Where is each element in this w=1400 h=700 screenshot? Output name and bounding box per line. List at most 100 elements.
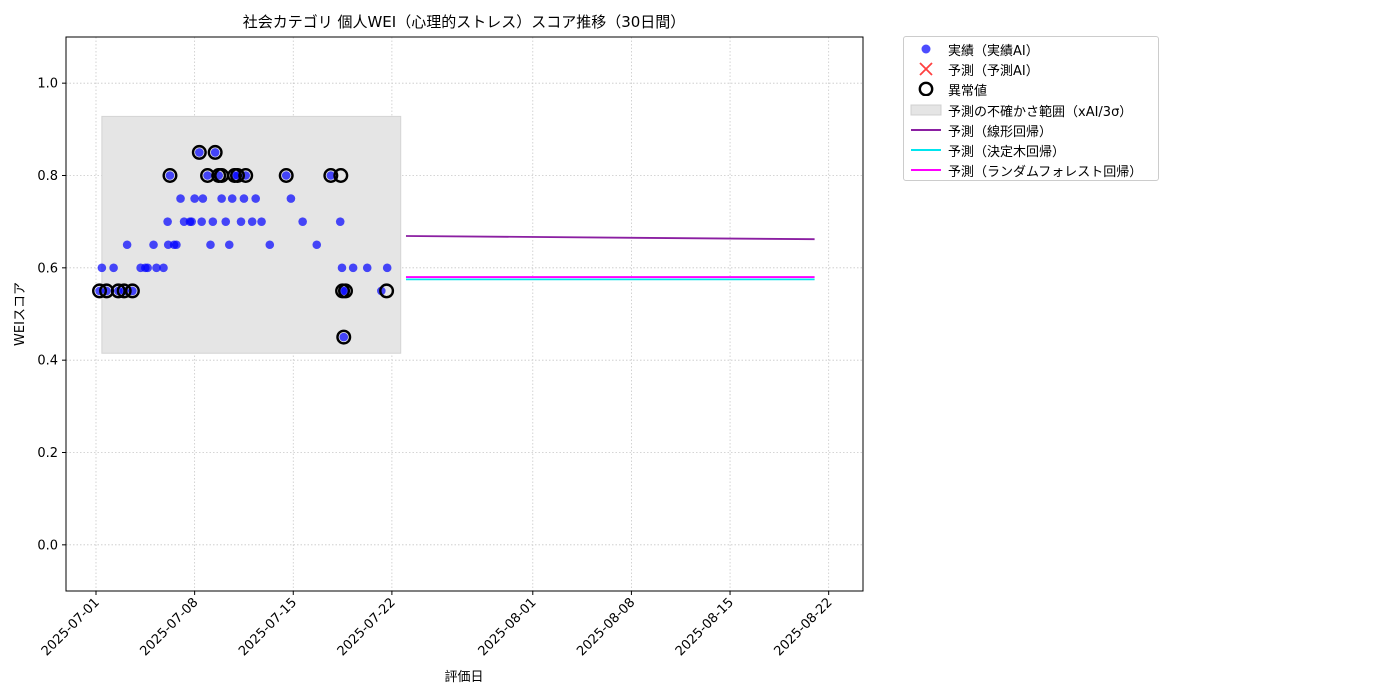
data-point xyxy=(362,263,372,273)
data-point xyxy=(298,217,307,226)
legend-label: 予測（線形回帰） xyxy=(948,125,1053,140)
data-point xyxy=(197,217,206,226)
gray-band-icon xyxy=(910,104,942,116)
legend-item-linear: 予測（線形回帰） xyxy=(904,119,1158,140)
x-tick-label: 2025-07-15 xyxy=(236,595,300,659)
cyan-line-icon xyxy=(911,149,941,151)
data-point xyxy=(159,263,168,273)
outlier-marker xyxy=(379,283,395,299)
data-point xyxy=(203,171,212,180)
x-tick-label: 2025-08-01 xyxy=(476,595,540,659)
data-point xyxy=(339,332,349,342)
legend-label: 予測（決定木回帰） xyxy=(948,145,1066,160)
y-axis-ticks: 0.0 0.2 0.4 0.6 0.8 1.0 xyxy=(37,77,66,553)
plot-frame xyxy=(65,36,864,592)
data-point xyxy=(337,263,347,273)
outlier-marker xyxy=(278,167,294,183)
x-tick-label: 2025-08-22 xyxy=(771,595,835,659)
outlier-marker xyxy=(229,167,245,183)
data-point xyxy=(176,194,185,203)
y-axis-label: WEIスコア xyxy=(13,282,28,346)
data-point xyxy=(217,194,226,203)
purple-line-icon xyxy=(911,129,941,131)
outlier-marker xyxy=(162,167,178,183)
outlier-marker xyxy=(336,329,352,345)
outlier-marker xyxy=(116,283,132,299)
uncertainty-band-rect xyxy=(101,115,402,354)
legend-item-uncertainty: 予測の不確かさ範囲（xAI/3σ） xyxy=(904,99,1158,120)
legend-item-random-forest: 予測（ランダムフォレスト回帰） xyxy=(904,159,1158,180)
x-tick-label: 2025-08-08 xyxy=(574,595,638,659)
magenta-line-icon xyxy=(911,169,941,171)
axes xyxy=(65,36,864,592)
data-point xyxy=(210,148,220,157)
forecast-line xyxy=(405,235,815,241)
red-cross-icon xyxy=(919,62,933,76)
legend-item-actual: 実績（実績AI） xyxy=(904,38,1158,59)
legend-label: 異常値 xyxy=(948,84,988,99)
data-point xyxy=(281,171,291,180)
forecast-lines xyxy=(405,235,815,281)
data-point xyxy=(286,194,296,203)
data-point xyxy=(247,217,257,226)
data-point xyxy=(221,217,231,226)
data-point xyxy=(224,240,234,250)
outlier-marker xyxy=(338,283,354,299)
legend-label: 予測（ランダムフォレスト回帰） xyxy=(948,165,1143,180)
legend-label: 予測（予測AI） xyxy=(948,64,1039,79)
y-tick-label: 0.8 xyxy=(37,169,58,184)
data-point xyxy=(326,171,336,180)
data-point xyxy=(257,217,266,226)
legend-item-prediction-ai: 予測（予測AI） xyxy=(904,58,1158,79)
x-axis-ticks: 2025-07-01 2025-07-08 2025-07-15 2025-07-22… xyxy=(39,591,836,659)
data-point xyxy=(122,240,132,250)
outlier-marker xyxy=(323,167,339,183)
x-axis-label: 評価日 xyxy=(444,670,483,685)
data-point xyxy=(198,194,208,203)
data-point xyxy=(239,194,249,203)
data-point xyxy=(195,148,204,157)
outlier-marker xyxy=(333,167,349,183)
data-point xyxy=(152,263,161,273)
legend-item-decision-tree: 予測（決定木回帰） xyxy=(904,139,1158,160)
legend-label: 実績（実績AI） xyxy=(948,44,1039,59)
outlier-marker xyxy=(191,144,207,160)
data-point xyxy=(348,263,358,273)
data-point xyxy=(172,240,181,250)
x-tick-label: 2025-07-08 xyxy=(137,595,201,659)
y-tick-label: 0.4 xyxy=(37,354,58,369)
data-point xyxy=(143,263,152,273)
data-point xyxy=(236,217,246,226)
outlier-marker xyxy=(200,167,216,183)
data-point xyxy=(382,263,392,273)
data-point xyxy=(251,194,260,203)
x-tick-label: 2025-08-15 xyxy=(673,595,737,659)
data-point xyxy=(208,217,218,226)
data-point xyxy=(109,263,118,273)
outlier-markers xyxy=(92,144,395,345)
data-point xyxy=(265,240,275,250)
outlier-marker xyxy=(110,283,126,299)
data-point xyxy=(165,171,175,180)
x-tick-label: 2025-07-01 xyxy=(39,595,103,659)
outlier-marker xyxy=(124,283,140,299)
legend-label: 予測の不確かさ範囲（xAI/3σ） xyxy=(948,105,1133,120)
black-ring-icon xyxy=(918,81,934,96)
x-tick-label: 2025-07-22 xyxy=(335,595,399,659)
blue-dot-icon xyxy=(921,44,931,54)
outlier-marker xyxy=(238,167,254,183)
chart-title: 社会カテゴリ 個人WEI（心理的ストレス）スコア推移（30日間） xyxy=(243,13,686,31)
y-tick-label: 1.0 xyxy=(37,77,58,92)
data-point xyxy=(335,217,345,226)
data-point xyxy=(227,194,237,203)
uncertainty-band xyxy=(101,115,402,354)
data-point xyxy=(97,263,107,273)
y-tick-label: 0.6 xyxy=(37,261,58,276)
data-point xyxy=(163,217,172,226)
y-tick-label: 0.2 xyxy=(37,446,58,461)
legend-item-outlier: 異常値 xyxy=(904,78,1158,99)
legend: 実績（実績AI） 予測（予測AI） 異常値 予測の不確かさ範囲（xAI/3σ） … xyxy=(903,36,1159,181)
y-tick-label: 0.0 xyxy=(37,538,58,553)
data-point xyxy=(149,240,158,250)
